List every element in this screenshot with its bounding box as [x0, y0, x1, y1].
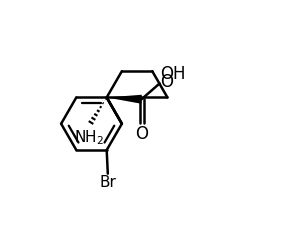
- Text: OH: OH: [160, 65, 186, 83]
- Text: O: O: [135, 125, 148, 143]
- Text: O: O: [160, 73, 173, 91]
- Text: NH$_2$: NH$_2$: [74, 128, 104, 147]
- Text: Br: Br: [99, 176, 116, 191]
- Polygon shape: [107, 95, 142, 104]
